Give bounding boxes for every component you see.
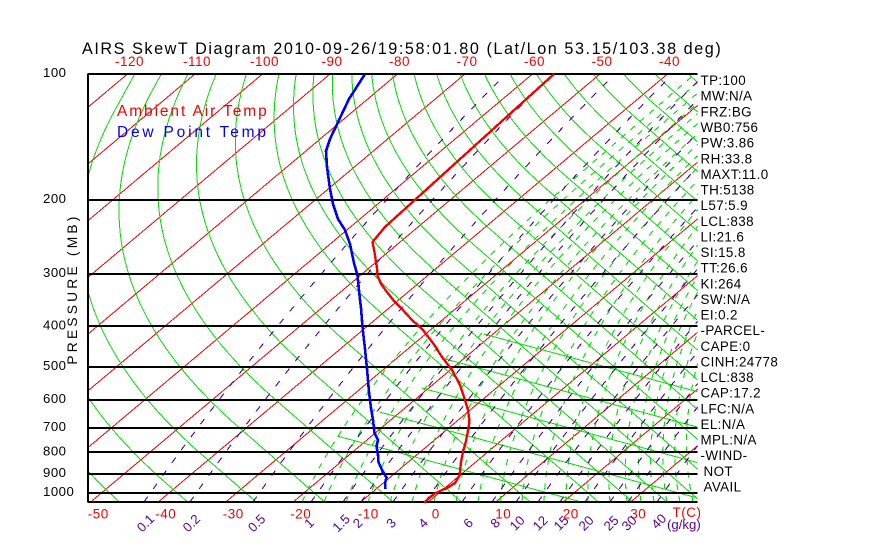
svg-text:800: 800 bbox=[43, 444, 67, 459]
svg-text:EL:N/A: EL:N/A bbox=[701, 417, 746, 432]
svg-text:AVAIL: AVAIL bbox=[704, 479, 742, 494]
svg-text:FRZ:BG: FRZ:BG bbox=[701, 104, 753, 119]
svg-text:(g/kg): (g/kg) bbox=[667, 517, 701, 532]
svg-text:-10: -10 bbox=[358, 507, 379, 522]
svg-text:PRESSURE (MB): PRESSURE (MB) bbox=[65, 213, 80, 364]
svg-text:20: 20 bbox=[563, 507, 579, 522]
svg-text:10: 10 bbox=[495, 507, 511, 522]
svg-text:MPL:N/A: MPL:N/A bbox=[701, 433, 757, 448]
svg-text:-60: -60 bbox=[524, 54, 545, 69]
svg-text:SI:15.8: SI:15.8 bbox=[701, 245, 746, 260]
svg-text:100: 100 bbox=[43, 65, 67, 80]
svg-text:T(C): T(C) bbox=[673, 505, 702, 520]
svg-text:MW:N/A: MW:N/A bbox=[701, 89, 753, 104]
svg-text:-90: -90 bbox=[321, 54, 342, 69]
svg-text:30: 30 bbox=[630, 507, 646, 522]
svg-text:TH:5138: TH:5138 bbox=[701, 183, 755, 198]
svg-text:500: 500 bbox=[43, 358, 67, 373]
svg-text:KI:264: KI:264 bbox=[701, 276, 742, 291]
svg-text:-PARCEL-: -PARCEL- bbox=[701, 323, 766, 338]
svg-text:MAXT:11.0: MAXT:11.0 bbox=[701, 167, 769, 182]
svg-text:TP:100: TP:100 bbox=[701, 73, 747, 88]
svg-text:-30: -30 bbox=[223, 507, 244, 522]
svg-text:TT:26.6: TT:26.6 bbox=[701, 261, 748, 276]
svg-text:-50: -50 bbox=[88, 507, 109, 522]
svg-text:LFC:N/A: LFC:N/A bbox=[701, 401, 755, 416]
svg-text:1000: 1000 bbox=[43, 484, 74, 499]
svg-text:EI:0.2: EI:0.2 bbox=[701, 308, 738, 323]
svg-text:700: 700 bbox=[43, 419, 67, 434]
svg-text:-120: -120 bbox=[115, 54, 144, 69]
svg-text:Ambient Air Temp: Ambient Air Temp bbox=[117, 103, 269, 120]
svg-text:-50: -50 bbox=[591, 54, 612, 69]
svg-text:LI:21.6: LI:21.6 bbox=[701, 229, 745, 244]
svg-text:300: 300 bbox=[43, 265, 67, 280]
svg-text:-100: -100 bbox=[250, 54, 279, 69]
svg-text:-70: -70 bbox=[456, 54, 477, 69]
svg-text:LCL:838: LCL:838 bbox=[701, 214, 754, 229]
svg-text:CAPE:0: CAPE:0 bbox=[701, 339, 751, 354]
svg-text:-40: -40 bbox=[659, 54, 680, 69]
svg-text:-40: -40 bbox=[155, 507, 176, 522]
svg-text:200: 200 bbox=[43, 191, 67, 206]
svg-text:AIRS SkewT Diagram 2010-09-26/: AIRS SkewT Diagram 2010-09-26/19:58:01.8… bbox=[82, 40, 722, 58]
svg-text:WB0:756: WB0:756 bbox=[701, 120, 759, 135]
svg-text:LCL:838: LCL:838 bbox=[701, 370, 754, 385]
svg-text:L57:5.9: L57:5.9 bbox=[701, 198, 748, 213]
svg-text:CINH:24778: CINH:24778 bbox=[701, 354, 779, 369]
svg-text:PW:3.86: PW:3.86 bbox=[701, 136, 755, 151]
svg-text:400: 400 bbox=[43, 317, 67, 332]
svg-text:Dew Point Temp: Dew Point Temp bbox=[117, 124, 269, 141]
svg-text:CAP:17.2: CAP:17.2 bbox=[701, 386, 762, 401]
svg-text:-20: -20 bbox=[290, 507, 311, 522]
svg-text:900: 900 bbox=[43, 465, 67, 480]
svg-text:NOT: NOT bbox=[704, 464, 733, 479]
svg-text:-WIND-: -WIND- bbox=[701, 448, 748, 463]
svg-text:RH:33.8: RH:33.8 bbox=[701, 151, 753, 166]
svg-text:-110: -110 bbox=[183, 54, 211, 69]
svg-text:-80: -80 bbox=[389, 54, 410, 69]
svg-text:0: 0 bbox=[432, 507, 440, 522]
svg-text:600: 600 bbox=[43, 391, 67, 406]
svg-text:SW:N/A: SW:N/A bbox=[701, 292, 751, 307]
